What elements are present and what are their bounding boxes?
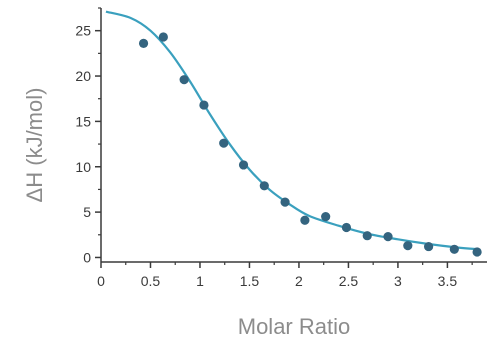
data-point — [219, 138, 229, 148]
data-point — [424, 241, 434, 252]
x-tick-label: 0 — [97, 273, 105, 289]
x-ticks: 0 0.5 1 1.5 2 2.5 3 3.5 — [97, 262, 473, 289]
y-tick-label: 25 — [75, 23, 91, 39]
data-point — [280, 197, 290, 207]
x-tick-label: 3.5 — [438, 273, 458, 289]
data-point — [259, 181, 269, 191]
data-point — [341, 222, 352, 233]
data-point — [383, 232, 393, 242]
y-axis-title: ΔH (kJ/mol) — [22, 88, 47, 203]
y-tick-label: 15 — [75, 113, 91, 129]
x-tick-label: 1 — [196, 273, 204, 289]
y-ticks: 0 5 10 15 20 25 — [75, 7, 101, 265]
data-point — [362, 231, 372, 241]
y-tick-label: 0 — [83, 249, 91, 265]
data-point — [449, 244, 459, 254]
data-point — [238, 160, 249, 170]
x-tick-label: 2 — [295, 273, 303, 289]
x-tick-label: 0.5 — [141, 273, 161, 289]
data-point — [403, 241, 413, 251]
data-points — [138, 32, 482, 257]
data-point — [138, 38, 149, 48]
x-axis-title: Molar Ratio — [238, 314, 350, 339]
data-point — [321, 212, 331, 222]
data-point — [472, 247, 482, 257]
x-tick-label: 3 — [394, 273, 402, 289]
data-point — [179, 75, 189, 85]
data-point — [158, 32, 168, 42]
y-tick-label: 5 — [83, 204, 91, 220]
x-tick-label: 2.5 — [339, 273, 359, 289]
data-point — [199, 100, 209, 110]
y-tick-label: 20 — [75, 68, 91, 84]
x-tick-label: 1.5 — [240, 273, 260, 289]
axes — [100, 8, 487, 263]
data-point — [300, 215, 310, 225]
fit-curve — [105, 10, 480, 251]
y-tick-label: 10 — [75, 159, 91, 175]
